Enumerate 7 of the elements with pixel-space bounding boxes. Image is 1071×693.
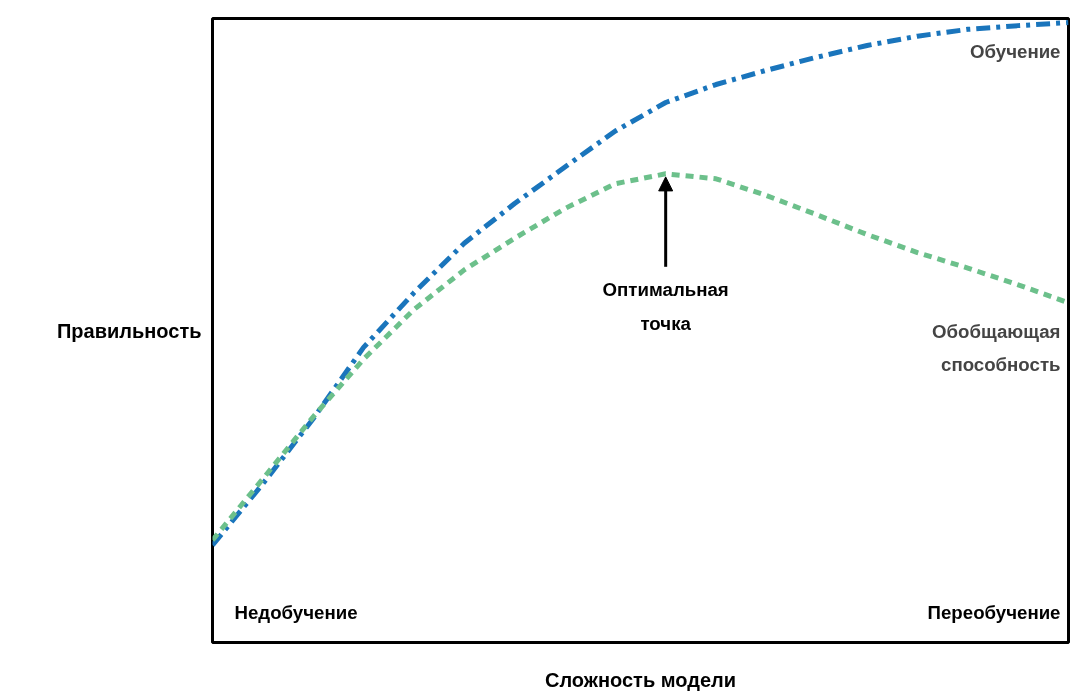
annotation: Недобучение (234, 601, 358, 623)
series-label: Обучение (970, 40, 1061, 62)
x-axis-title: Сложность модели (544, 668, 737, 691)
y-axis-title: Правильность (56, 319, 202, 342)
annotation: Переобучение (927, 601, 1061, 623)
series-label: Обобщающая способность (932, 320, 1061, 376)
annotation: Оптимальная точка (602, 279, 729, 334)
